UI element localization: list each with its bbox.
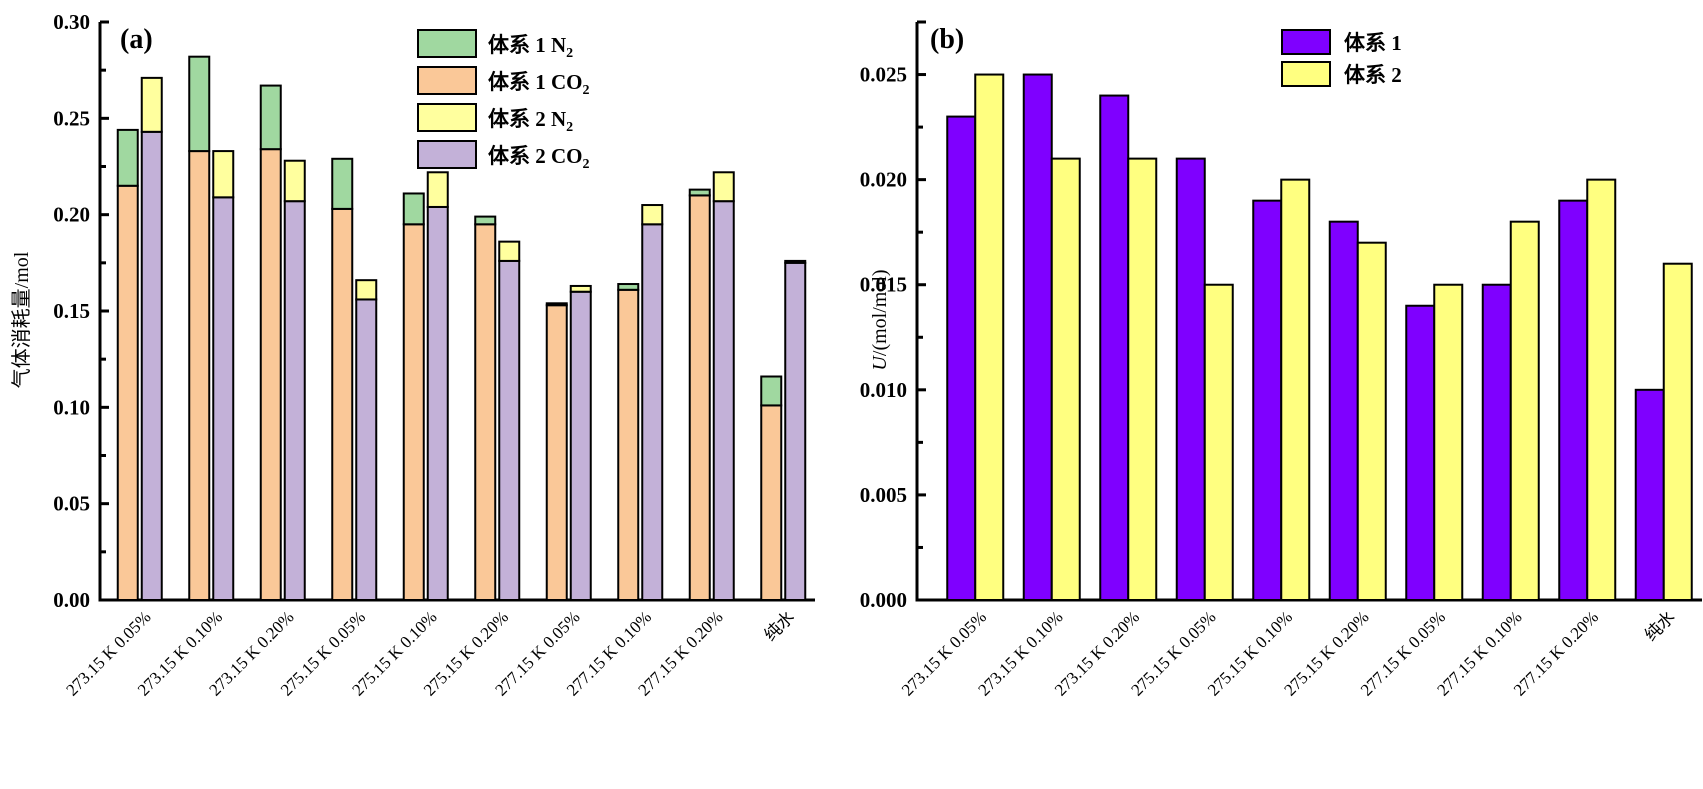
legend-swatch bbox=[417, 66, 477, 95]
bar-series-2 bbox=[1050, 157, 1081, 601]
bar-体系-1-co2 bbox=[688, 194, 711, 601]
bar-体系-1-n2 bbox=[688, 188, 711, 197]
bar-series-1 bbox=[1405, 304, 1436, 601]
chart-a-y-tick-label: 0.20 bbox=[53, 203, 90, 227]
bar-体系-2-co2 bbox=[426, 205, 449, 602]
bar-体系-2-n2 bbox=[641, 204, 664, 226]
bar-series-2 bbox=[974, 73, 1005, 601]
legend-swatch bbox=[1281, 29, 1331, 55]
chart-b-y-tick-label: 0.015 bbox=[860, 273, 907, 297]
chart-b-y-tick-label: 0.000 bbox=[860, 588, 907, 612]
bar-体系-1-co2 bbox=[402, 223, 425, 602]
bar-体系-2-co2 bbox=[355, 298, 378, 601]
bar-体系-2-n2 bbox=[569, 284, 592, 293]
bar-体系-2-n2 bbox=[498, 240, 521, 262]
bar-体系-1-n2 bbox=[474, 215, 497, 226]
legend-swatch bbox=[417, 140, 477, 169]
bar-体系-1-co2 bbox=[116, 184, 139, 601]
chart-a-y-tick-label: 0.15 bbox=[53, 299, 90, 323]
chart-a-x-tick-label: 纯水 bbox=[761, 607, 798, 644]
bar-体系-1-co2 bbox=[331, 207, 354, 602]
chart-a-y-tick-label: 0.30 bbox=[53, 10, 90, 34]
legend-label: 体系 2 CO2 bbox=[488, 144, 590, 172]
bar-体系-2-n2 bbox=[426, 171, 449, 208]
bar-series-1 bbox=[946, 115, 977, 601]
legend-swatch bbox=[1281, 61, 1331, 87]
chart-b-panel-label: (b) bbox=[930, 24, 964, 55]
bar-体系-1-n2 bbox=[760, 375, 783, 407]
chart-b-y-tick-label: 0.005 bbox=[860, 483, 907, 507]
bar-体系-2-n2 bbox=[140, 76, 163, 133]
bar-series-1 bbox=[1252, 199, 1283, 601]
bar-体系-2-n2 bbox=[212, 150, 235, 199]
bar-体系-1-co2 bbox=[259, 148, 282, 601]
bar-series-2 bbox=[1356, 241, 1387, 601]
chart-a-y-tick-label: 0.00 bbox=[53, 588, 90, 612]
chart-a-y-tick-label: 0.05 bbox=[53, 492, 90, 516]
bar-体系-2-co2 bbox=[569, 290, 592, 601]
bar-series-2 bbox=[1203, 283, 1234, 601]
bar-体系-2-co2 bbox=[641, 223, 664, 602]
bar-series-1 bbox=[1481, 283, 1512, 601]
bar-体系-1-n2 bbox=[402, 192, 425, 226]
bar-体系-2-co2 bbox=[784, 261, 807, 601]
chart-b-x-tick-label: 纯水 bbox=[1641, 607, 1678, 644]
bar-series-1 bbox=[1634, 388, 1665, 601]
bar-series-1 bbox=[1022, 73, 1053, 601]
legend-label: 体系 1 N2 bbox=[488, 33, 573, 61]
bar-series-2 bbox=[1127, 157, 1158, 601]
bar-体系-1-n2 bbox=[617, 283, 640, 291]
bar-体系-2-co2 bbox=[498, 259, 521, 601]
bar-series-2 bbox=[1433, 283, 1464, 601]
legend-label: 体系 1 CO2 bbox=[488, 70, 590, 98]
legend-label: 体系 2 bbox=[1344, 63, 1402, 87]
bar-体系-1-n2 bbox=[545, 302, 568, 307]
legend-label: 体系 2 N2 bbox=[488, 107, 573, 135]
chart-b-y-axis-title: U/(mol/mol) bbox=[869, 269, 891, 370]
bar-体系-2-n2 bbox=[712, 171, 735, 203]
bar-体系-2-co2 bbox=[712, 200, 735, 601]
bar-体系-2-n2 bbox=[283, 159, 306, 203]
bar-体系-1-n2 bbox=[116, 128, 139, 187]
bar-series-1 bbox=[1175, 157, 1206, 601]
bar-series-2 bbox=[1509, 220, 1540, 601]
legend-swatch bbox=[417, 103, 477, 132]
bar-体系-1-co2 bbox=[617, 288, 640, 601]
chart-a-panel-label: (a) bbox=[120, 24, 153, 55]
bar-series-1 bbox=[1099, 94, 1130, 602]
bar-series-1 bbox=[1558, 199, 1589, 601]
bar-体系-2-co2 bbox=[212, 196, 235, 601]
bar-series-2 bbox=[1586, 178, 1617, 602]
bar-体系-1-co2 bbox=[188, 150, 211, 601]
bar-series-2 bbox=[1280, 178, 1311, 602]
bar-体系-2-co2 bbox=[140, 130, 163, 601]
bar-series-1 bbox=[1328, 220, 1359, 601]
legend-swatch bbox=[417, 29, 477, 58]
bar-体系-1-n2 bbox=[331, 157, 354, 210]
bar-体系-1-co2 bbox=[474, 223, 497, 602]
legend-label: 体系 1 bbox=[1344, 31, 1402, 55]
bar-体系-1-co2 bbox=[545, 304, 568, 601]
bar-体系-1-n2 bbox=[259, 84, 282, 151]
chart-a-y-tick-label: 0.10 bbox=[53, 395, 90, 419]
bar-体系-1-co2 bbox=[760, 404, 783, 602]
bar-体系-2-n2 bbox=[784, 259, 807, 264]
bar-体系-1-n2 bbox=[188, 55, 211, 153]
chart-a-y-axis-title: 气体消耗量/mol bbox=[10, 251, 33, 388]
chart-b-y-tick-label: 0.010 bbox=[860, 378, 907, 402]
bar-体系-2-n2 bbox=[355, 279, 378, 301]
chart-a-y-tick-label: 0.25 bbox=[53, 106, 90, 130]
chart-b-y-tick-label: 0.025 bbox=[860, 63, 907, 87]
chart-b-y-tick-label: 0.020 bbox=[860, 168, 907, 192]
bar-体系-2-co2 bbox=[283, 200, 306, 601]
bar-series-2 bbox=[1662, 262, 1693, 601]
